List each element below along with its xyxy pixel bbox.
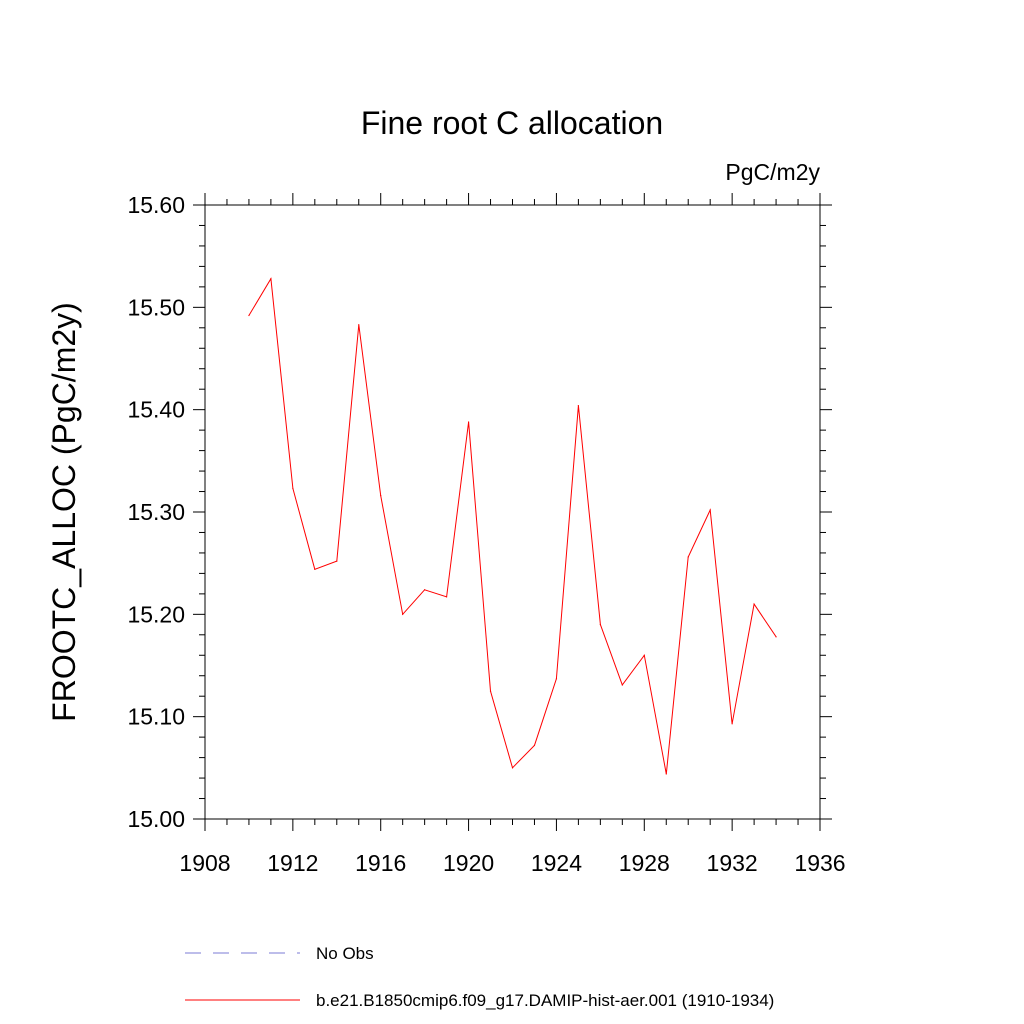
chart-title: Fine root C allocation <box>361 105 663 141</box>
y-tick-label: 15.30 <box>127 499 185 525</box>
x-tick-label: 1920 <box>443 850 494 876</box>
data-point <box>292 487 294 490</box>
data-point <box>775 636 777 638</box>
data-point <box>424 589 426 591</box>
x-tick-label: 1932 <box>707 850 758 876</box>
x-tick-label: 1916 <box>355 850 406 876</box>
data-point <box>402 613 404 615</box>
data-point <box>643 654 645 656</box>
y-tick-label: 15.60 <box>127 192 185 218</box>
series-layer <box>248 277 777 775</box>
x-axis-ticks: 1908 1912 1916 1920 1924 1928 1932 1936 <box>179 193 846 876</box>
x-tick-label: 1908 <box>179 850 230 876</box>
data-point <box>358 324 360 326</box>
data-point <box>314 568 316 570</box>
y-tick-label: 15.20 <box>127 601 185 627</box>
legend-label-model: b.e21.B1850cmip6.f09_g17.DAMIP-hist-aer.… <box>316 991 774 1010</box>
data-point <box>687 556 689 558</box>
data-point <box>270 278 272 280</box>
data-point <box>621 684 623 686</box>
y-tick-label: 15.40 <box>127 397 185 423</box>
data-point <box>555 678 558 680</box>
series-line <box>248 277 777 775</box>
plot-frame <box>204 204 821 820</box>
y-tick-label: 15.00 <box>127 806 185 832</box>
data-point <box>380 495 382 497</box>
y-tick-label: 15.50 <box>127 294 185 320</box>
data-point <box>577 404 579 407</box>
x-tick-label: 1912 <box>267 850 318 876</box>
data-point <box>336 560 338 562</box>
y-axis-ticks: 15.00 15.10 15.20 15.30 15.40 15.50 15.60 <box>127 192 832 832</box>
data-point <box>489 690 492 692</box>
data-point <box>248 314 250 317</box>
data-point <box>599 623 601 626</box>
y-tick-label: 15.10 <box>127 704 185 730</box>
legend-label-no-obs: No Obs <box>316 944 374 963</box>
data-point <box>753 603 755 605</box>
data-point <box>467 421 470 423</box>
data-point <box>533 744 536 746</box>
data-point <box>446 596 448 598</box>
x-tick-label: 1928 <box>619 850 670 876</box>
x-tick-label: 1924 <box>531 850 582 876</box>
data-point <box>731 723 733 725</box>
data-point <box>709 509 711 511</box>
legend: No Obs b.e21.B1850cmip6.f09_g17.DAMIP-hi… <box>185 944 774 1010</box>
x-tick-label: 1936 <box>794 850 845 876</box>
data-point <box>511 767 514 769</box>
y-axis-label: FROOTC_ALLOC (PgC/m2y) <box>46 302 82 722</box>
data-point <box>665 773 667 775</box>
units-label: PgC/m2y <box>725 159 820 185</box>
